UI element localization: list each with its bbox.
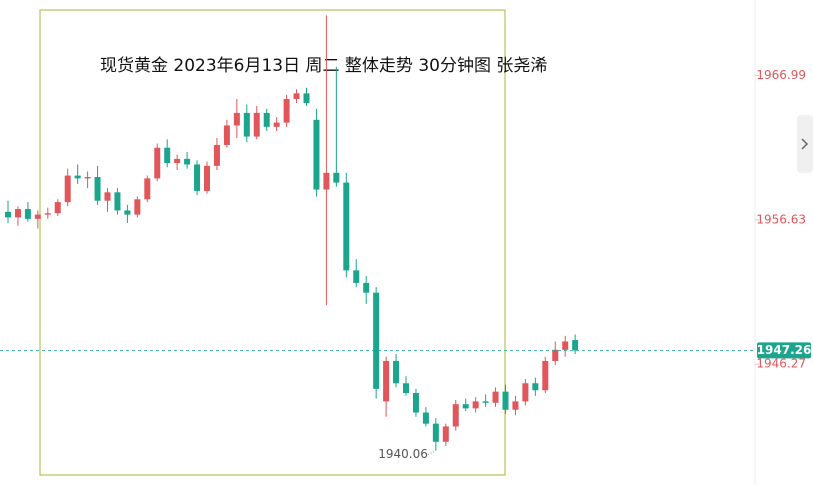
candle-body bbox=[293, 93, 300, 99]
candle-body bbox=[552, 349, 559, 361]
candle-body bbox=[462, 404, 469, 409]
candle-body bbox=[343, 182, 350, 271]
candle-body bbox=[383, 360, 390, 402]
low-leader bbox=[427, 450, 437, 456]
candle-body bbox=[303, 93, 310, 104]
candle-body bbox=[323, 172, 330, 190]
candle-body bbox=[213, 144, 220, 166]
candle-body bbox=[54, 202, 61, 214]
candle-body bbox=[14, 209, 21, 218]
y-tick-label: 1946.27 bbox=[756, 357, 806, 371]
selection-box bbox=[39, 9, 506, 476]
nav-button[interactable] bbox=[797, 115, 813, 173]
candle-body bbox=[353, 270, 360, 283]
candle-body bbox=[164, 147, 171, 164]
y-tick-label: 1966.99 bbox=[756, 68, 806, 82]
candle-body bbox=[84, 176, 91, 179]
current-price-label: 1947.26 bbox=[757, 343, 812, 357]
candle-body bbox=[5, 211, 11, 218]
candle-body bbox=[134, 199, 141, 215]
candle-body bbox=[124, 210, 131, 215]
candle-body bbox=[184, 158, 191, 165]
low-annotation: 1940.06 bbox=[378, 447, 428, 461]
chart-title: 现货黄金 2023年6月13日 周二 整体走势 30分钟图 张尧浠 bbox=[100, 56, 547, 76]
candle-body bbox=[572, 340, 579, 351]
candle-body bbox=[532, 383, 539, 391]
candle-body bbox=[94, 176, 101, 201]
candle-body bbox=[393, 360, 400, 384]
candle-body bbox=[34, 214, 41, 219]
candle-body bbox=[373, 292, 380, 389]
candle-body bbox=[194, 164, 201, 191]
candle-body bbox=[442, 426, 449, 442]
candle-body bbox=[253, 112, 260, 137]
candle-body bbox=[174, 158, 181, 164]
candle-body bbox=[492, 391, 499, 403]
nav-arrow[interactable] bbox=[801, 138, 809, 150]
candle-body bbox=[562, 341, 569, 350]
candle-body bbox=[223, 125, 230, 145]
candle-body bbox=[233, 112, 240, 126]
candle-body bbox=[144, 178, 151, 200]
candle-body bbox=[432, 423, 439, 442]
candle-body bbox=[243, 112, 250, 137]
candle-body bbox=[64, 175, 71, 203]
candle-body bbox=[74, 175, 81, 179]
candle-body bbox=[273, 122, 280, 127]
candle-body bbox=[313, 119, 320, 190]
candle-body bbox=[412, 393, 419, 413]
candle-body bbox=[333, 172, 340, 183]
candle-body bbox=[363, 282, 370, 293]
candle-body bbox=[263, 112, 270, 127]
candle-body bbox=[482, 401, 489, 403]
candle-body bbox=[104, 192, 111, 201]
candle-body bbox=[403, 383, 409, 394]
candle-body bbox=[472, 401, 479, 409]
candle-body bbox=[452, 404, 459, 427]
nav-button-bg[interactable] bbox=[797, 115, 813, 173]
current-price-box bbox=[757, 342, 811, 359]
candle-body bbox=[44, 213, 51, 215]
candle-body bbox=[24, 209, 31, 219]
candle-body bbox=[512, 401, 519, 410]
candle-body bbox=[542, 360, 549, 391]
candle-body bbox=[204, 165, 210, 191]
candle-body bbox=[522, 383, 529, 402]
candle-body bbox=[502, 391, 509, 410]
y-tick-label: 1956.63 bbox=[756, 212, 806, 226]
candle-body bbox=[422, 412, 429, 424]
candle-body bbox=[114, 192, 121, 211]
candle-body bbox=[283, 98, 290, 123]
candle-body bbox=[154, 147, 161, 179]
